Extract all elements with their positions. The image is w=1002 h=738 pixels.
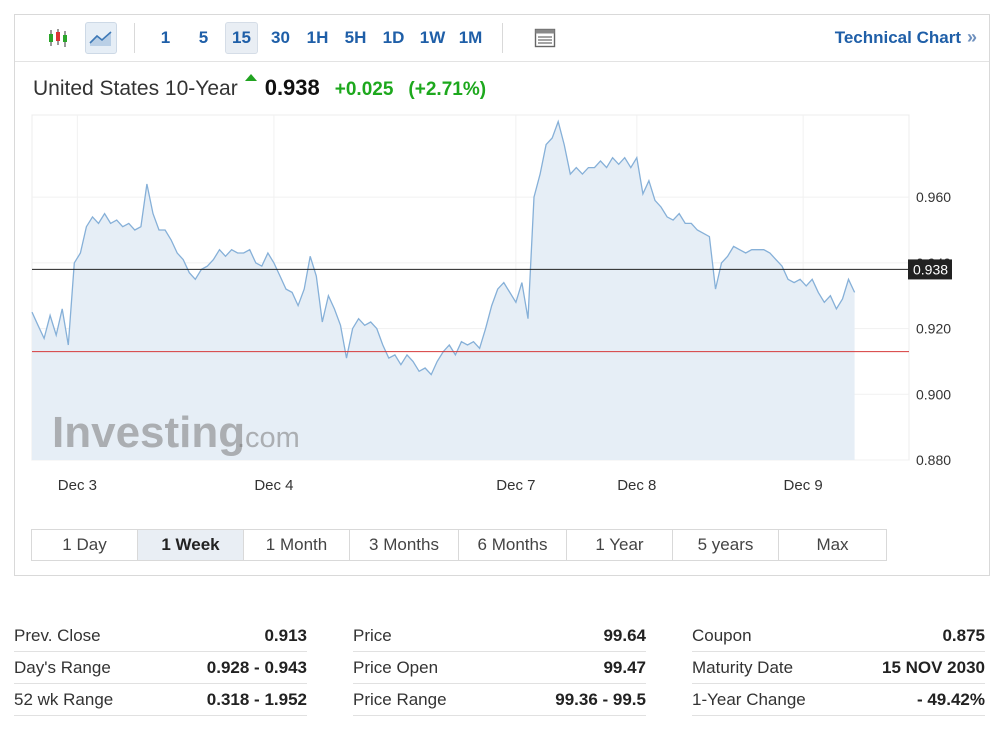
- range-3-months[interactable]: 3 Months: [350, 530, 459, 560]
- interval-1[interactable]: 1: [160, 28, 171, 47]
- stat-label: Maturity Date: [692, 657, 794, 677]
- y-tick-label: 0.920: [916, 321, 951, 337]
- interval-15[interactable]: 15: [225, 22, 258, 54]
- technical-chart-link[interactable]: Technical Chart »: [835, 27, 977, 48]
- stat-value: - 49.42%: [916, 689, 985, 709]
- stat-label: Price Open: [353, 657, 439, 677]
- table-view-button[interactable]: [529, 22, 561, 54]
- range-5-years[interactable]: 5 years: [673, 530, 779, 560]
- stat-row: 1-Year Change - 49.42%: [692, 684, 985, 716]
- instrument-name: United States 10-Year: [33, 77, 238, 100]
- last-price: 0.938: [264, 75, 320, 100]
- y-tick-label: 0.900: [916, 386, 951, 402]
- line-chart-button[interactable]: [85, 22, 117, 54]
- price-change-percent: (+2.71%): [408, 79, 487, 100]
- y-tick-label: 0.960: [916, 189, 951, 205]
- chart-toolbar: 1 5 15 30 1H 5H 1D 1W 1M Technical Chart»: [15, 15, 989, 62]
- range-6-months[interactable]: 6 Months: [459, 530, 567, 560]
- stat-value: 0.913: [264, 625, 307, 645]
- stat-label: Price: [353, 625, 392, 645]
- stat-row: Price Range 99.36 - 99.5: [353, 684, 646, 716]
- interval-1m[interactable]: 1M: [458, 28, 483, 47]
- range-1-month[interactable]: 1 Month: [244, 530, 350, 560]
- toolbar-separator: [502, 23, 503, 53]
- interval-5h[interactable]: 5H: [344, 28, 367, 47]
- x-tick-label: Dec 4: [254, 477, 293, 494]
- stat-label: Prev. Close: [14, 625, 101, 645]
- x-tick-label: Dec 3: [58, 477, 97, 494]
- interval-1h[interactable]: 1H: [306, 28, 329, 47]
- stat-row: Day's Range 0.928 - 0.943: [14, 652, 307, 684]
- instrument-header: United States 10-Year 0.938 +0.025 (+2.7…: [33, 74, 487, 101]
- stat-row: Price 99.64: [353, 620, 646, 652]
- candlestick-icon: [49, 29, 67, 47]
- stat-row: Price Open 99.47: [353, 652, 646, 684]
- stat-label: Price Range: [353, 689, 447, 709]
- last-price-tag: [908, 259, 952, 280]
- chart-panel: 1 5 15 30 1H 5H 1D 1W 1M Technical Chart» United…: [14, 14, 990, 576]
- stats-column: Price 99.64 Price Open 99.47 Price Range 99.3…: [353, 620, 646, 716]
- price-change: +0.025: [334, 79, 394, 100]
- y-tick-label: 0.880: [916, 452, 951, 468]
- stat-value: 0.928 - 0.943: [206, 657, 307, 677]
- stat-value: 99.47: [603, 657, 646, 677]
- stats-column: Coupon 0.875 Maturity Date 15 NOV 2030 1-Yea…: [692, 620, 985, 716]
- stat-row: 52 wk Range 0.318 - 1.952: [14, 684, 307, 716]
- stat-value: 99.36 - 99.5: [555, 689, 646, 709]
- stat-row: Coupon 0.875: [692, 620, 985, 652]
- time-range-selector: 1 Day 1 Week 1 Month 3 Months 6 Months 1 Year…: [31, 529, 887, 561]
- investing-watermark-suffix: .com: [237, 422, 300, 454]
- stat-label: Coupon: [692, 625, 752, 645]
- range-max[interactable]: Max: [816, 535, 849, 554]
- investing-watermark: Investing: [52, 408, 245, 457]
- price-chart[interactable]: Investing.com0.9600.9400.9200.9000.8800.…: [15, 15, 989, 525]
- table-icon: [534, 28, 556, 48]
- stat-value: 15 NOV 2030: [881, 657, 985, 677]
- interval-1w[interactable]: 1W: [419, 28, 446, 47]
- stat-value: 0.318 - 1.952: [206, 689, 307, 709]
- double-chevron-right-icon: »: [966, 27, 977, 47]
- technical-chart-label: Technical Chart: [834, 28, 961, 47]
- x-tick-label: Dec 9: [784, 477, 823, 494]
- interval-30[interactable]: 30: [271, 28, 290, 47]
- stat-row: Maturity Date 15 NOV 2030: [692, 652, 985, 684]
- up-arrow-icon: [244, 74, 257, 81]
- range-1-week[interactable]: 1 Week: [138, 530, 244, 560]
- range-1-day[interactable]: 1 Day: [32, 530, 138, 560]
- stat-label: 1-Year Change: [692, 689, 806, 709]
- line-chart-icon: [89, 31, 112, 46]
- stat-value: 99.64: [603, 625, 646, 645]
- stats-column: Prev. Close 0.913 Day's Range 0.928 - 0.943…: [14, 620, 307, 716]
- interval-5[interactable]: 5: [198, 28, 209, 47]
- stat-row: Prev. Close 0.913: [14, 620, 307, 652]
- candlestick-chart-button[interactable]: [42, 22, 74, 54]
- price-area: [32, 121, 855, 460]
- stat-label: 52 wk Range: [14, 689, 114, 709]
- toolbar-separator: [134, 23, 135, 53]
- last-price-tag-label: 0.938: [913, 261, 948, 277]
- interval-1d[interactable]: 1D: [382, 28, 405, 47]
- x-tick-label: Dec 7: [496, 477, 535, 494]
- stat-label: Day's Range: [14, 657, 111, 677]
- stat-value: 0.875: [942, 625, 985, 645]
- range-1-year[interactable]: 1 Year: [567, 530, 673, 560]
- x-tick-label: Dec 8: [617, 477, 656, 494]
